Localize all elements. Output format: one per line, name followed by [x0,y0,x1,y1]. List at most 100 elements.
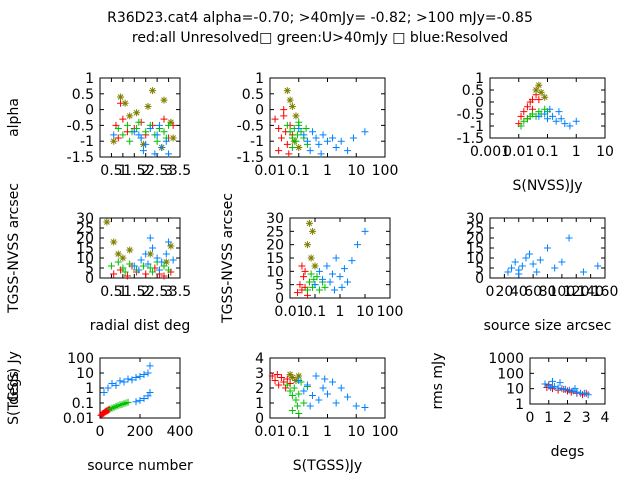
data-point-blue [323,262,331,270]
y-tick-label: 10 [76,251,94,267]
y-tick-label: 0.1 [72,396,94,412]
data-point-blue [303,137,311,145]
x-tick-label: 3 [164,163,173,179]
data-point-red [142,270,150,278]
x-tick-label: 100 [549,284,576,300]
y-tick-label: 1 [515,397,524,413]
data-point-blue [110,131,118,139]
x-tick-label: 2 [563,410,572,426]
data-point-blue [536,256,544,264]
x-tick-label: 0.01 [254,163,285,179]
data-point-blue [317,150,325,158]
data-point-red [277,374,285,381]
data-point-blue [554,384,562,392]
x-tick-label: 1.5 [123,284,145,300]
x-tick-label: 2.5 [146,163,168,179]
data-point-blue [128,376,136,384]
data-point-blue [306,147,314,155]
data-point-blue [319,384,327,392]
x-tick-label: 120 [563,284,590,300]
data-point-red [283,140,291,148]
y-tick-label: -1.5 [237,150,264,166]
data-point-blue [552,117,560,125]
data-point-star [541,93,549,101]
data-point-star [149,87,157,95]
data-point-green [292,396,300,404]
y-tick-label: 1 [85,71,94,87]
y-tick-label: 0.5 [72,87,94,103]
y-tick-label: 20 [466,231,484,247]
data-point-blue [312,372,320,380]
x-tick-label: 40 [510,284,528,300]
data-point-red [300,273,308,281]
y-axis-label: TGSS-NVSS arcsec [220,193,236,324]
x-axis-label: source size arcsec [484,318,612,334]
x-tick-label: 200 [127,424,154,440]
data-point-star [311,262,319,270]
data-point-blue [336,273,344,281]
data-point-green [288,144,296,152]
data-point-red [114,134,122,142]
y-tick-label: 30 [76,211,94,227]
data-point-star [286,371,294,378]
data-point-blue [140,370,148,378]
data-point-red [271,377,279,384]
data-point-red [275,125,283,133]
data-point-blue [544,244,551,252]
data-point-star [110,137,118,145]
y-tick-label: 15 [76,241,94,257]
data-point-blue [155,266,163,274]
data-point-star [117,93,125,101]
data-point-green [283,381,291,389]
data-point-blue [340,265,348,273]
data-point-blue [135,131,143,139]
y-tick-label: -0.5 [457,107,484,123]
data-point-green [295,118,303,126]
data-point-blue [165,238,173,246]
x-axis-label: S(NVSS)Jy [512,178,582,194]
data-point-red [517,112,525,120]
data-point-blue [533,268,541,276]
data-point-green [107,262,115,270]
data-point-star [286,96,294,104]
data-point-blue [558,258,566,266]
data-point-blue [549,112,557,120]
data-point-star [537,88,545,96]
data-point-blue [562,385,570,393]
data-point-blue [146,125,154,133]
data-point-blue [137,256,145,264]
data-point-star [133,109,141,117]
x-tick-label: 0.1 [288,163,310,179]
data-point-star [114,250,122,258]
y-tick-label: 15 [266,251,284,267]
data-point-red [535,96,543,104]
y-tick-label: -0.5 [67,118,94,134]
data-point-blue [165,150,173,158]
data-point-blue [594,262,602,270]
x-tick-label: 140 [577,284,604,300]
figure-title: R36D23.cat4 alpha=-0.70; >40mJy= -0.82; … [107,10,533,26]
data-point-green [121,268,129,276]
data-point-blue [132,398,140,406]
x-tick-label: 20 [495,284,513,300]
data-point-blue [352,402,360,410]
data-point-red [160,272,168,280]
data-point-blue [580,389,588,397]
data-point-blue [300,387,308,395]
y-tick-label: 5 [275,278,284,294]
x-axis-label: source number [87,458,193,474]
data-point-star [146,250,154,258]
x-tick-label: 60 [524,284,542,300]
data-point-green [123,121,131,129]
figure-subtitle: red:all Unresolved□ green:U>40mJy □ blue… [132,30,508,46]
x-tick-label: 1 [544,410,553,426]
data-point-green [300,399,308,407]
data-point-blue [146,234,154,242]
y-tick-label: -0.5 [237,118,264,134]
data-point-blue [169,256,177,264]
data-point-green [114,125,122,133]
y-tick-label: 1 [255,396,264,412]
data-point-blue [311,281,319,289]
